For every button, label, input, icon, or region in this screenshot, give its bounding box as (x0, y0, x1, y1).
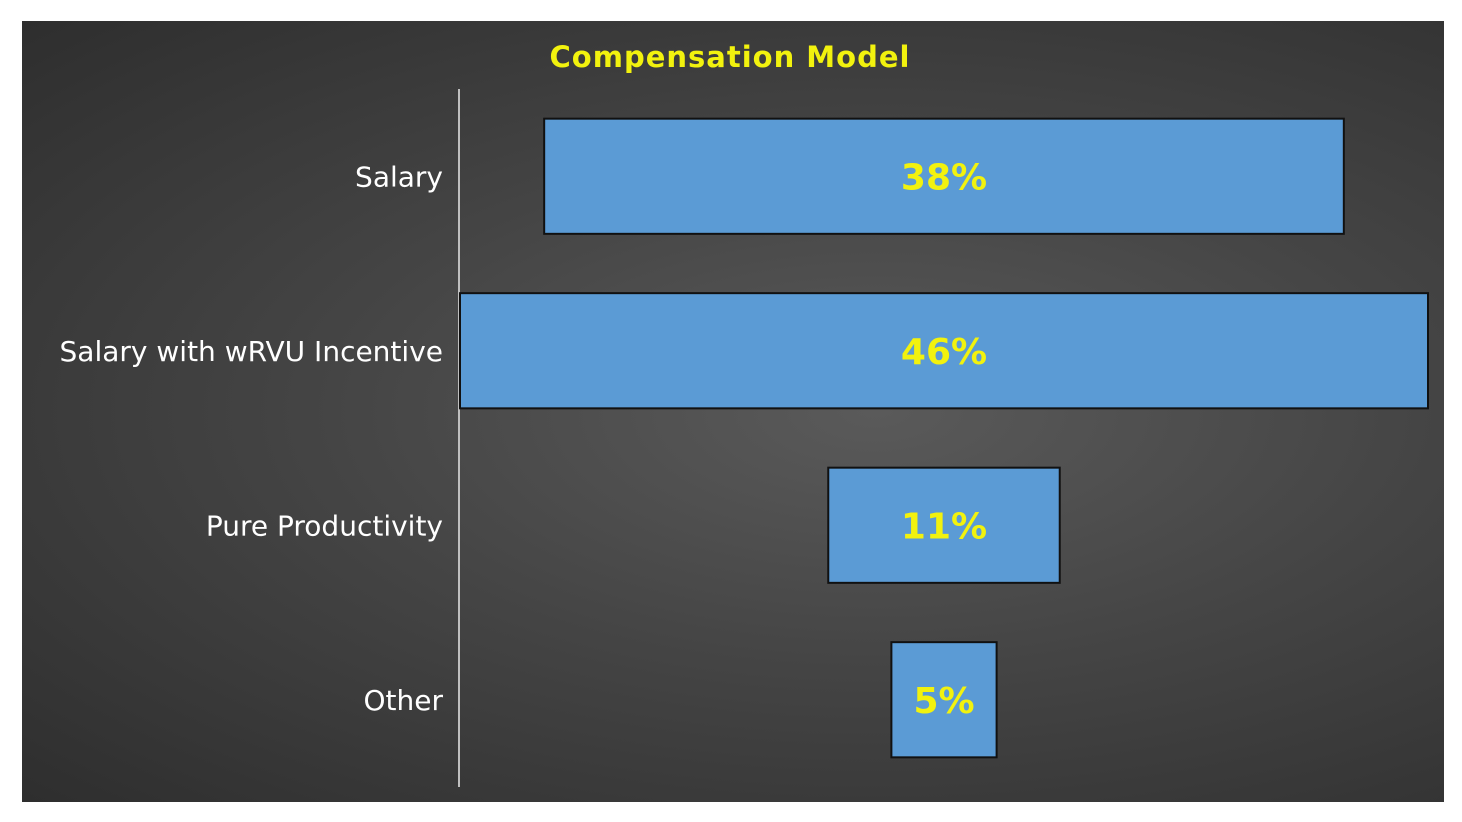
bar (459, 292, 1429, 410)
bar (827, 466, 1061, 584)
category-label: Other (363, 684, 443, 717)
bar (890, 641, 998, 759)
category-label: Salary (355, 160, 443, 193)
data-label: 38% (901, 157, 987, 198)
data-label: 46% (901, 332, 987, 373)
chart-title: Compensation Model (550, 40, 911, 74)
data-label: 11% (901, 506, 987, 547)
bar (543, 117, 1345, 235)
compensation-chart: Compensation Model 38% Salary 46% Salary wi… (60, 40, 1429, 787)
category-label: Pure Productivity (206, 509, 443, 542)
data-label: 5% (913, 681, 974, 722)
bars-layer: 38% Salary 46% Salary with wRVU Incentive 11… (60, 117, 1429, 759)
chart-area: Compensation Model 38% Salary 46% Salary wi… (22, 21, 1444, 802)
category-label: Salary with wRVU Incentive (60, 335, 443, 368)
